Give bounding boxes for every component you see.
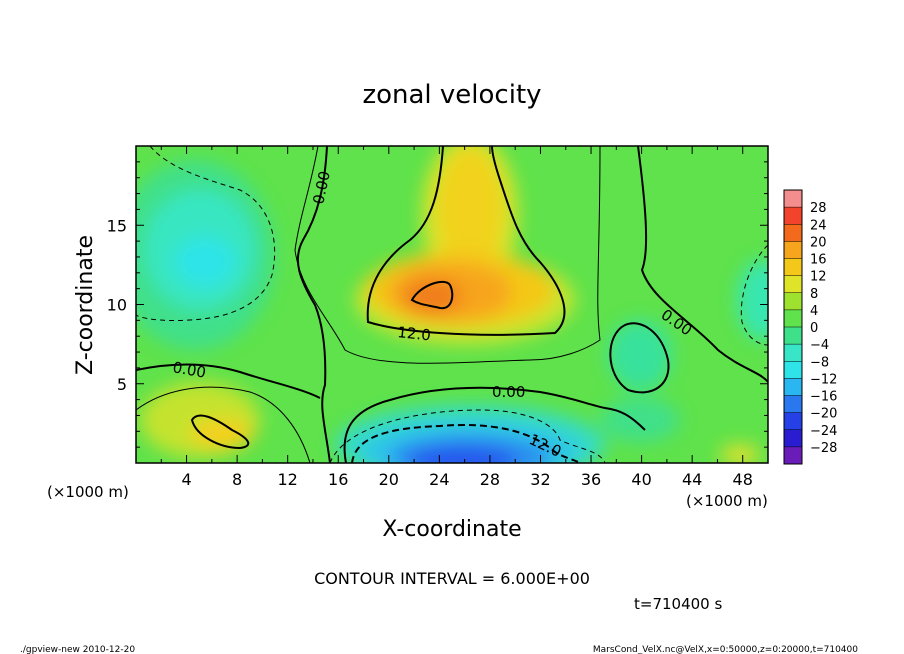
contour-lines bbox=[136, 146, 768, 463]
contour-label-zero-center: 0.00 bbox=[492, 383, 525, 401]
colorbar-swatch bbox=[784, 327, 802, 345]
colorbar-label: −24 bbox=[810, 424, 837, 439]
x-tick-label: 28 bbox=[480, 470, 500, 489]
x-tick-label: 16 bbox=[328, 470, 348, 489]
colorbar-swatch bbox=[784, 378, 802, 396]
contour-neg12 bbox=[351, 424, 581, 463]
colorbar-label: −16 bbox=[810, 390, 837, 405]
colorbar-swatch bbox=[784, 429, 802, 448]
colorbar-label: 16 bbox=[810, 253, 827, 268]
colorbar-labels: 28 24 20 16 12 8 4 0 −4 −8 −12 −16 −20 −24 −28 bbox=[810, 201, 837, 456]
x-tick-label: 24 bbox=[429, 470, 449, 489]
x-unit-left: (×1000 m) bbox=[47, 483, 129, 501]
x-tick-label: 48 bbox=[733, 470, 753, 489]
x-tick-label: 40 bbox=[631, 470, 651, 489]
contour-12-lower-left bbox=[190, 414, 250, 450]
x-unit-right: (×1000 m) bbox=[686, 492, 768, 510]
colorbar-label: −20 bbox=[810, 407, 837, 422]
colorbar-swatch bbox=[784, 309, 802, 328]
contour-6-b bbox=[136, 386, 311, 463]
x-tick-label: 12 bbox=[278, 470, 298, 489]
colorbar-label: −28 bbox=[810, 441, 837, 456]
contour-label-12-plume: 12.0 bbox=[397, 323, 432, 344]
chart-title: zonal velocity bbox=[362, 80, 541, 110]
colorbar-swatch bbox=[784, 258, 802, 276]
colorbar-label: 8 bbox=[810, 287, 818, 302]
x-axis-title: X-coordinate bbox=[382, 517, 521, 542]
colorbar-label: 24 bbox=[810, 218, 827, 233]
colorbar-swatch bbox=[784, 241, 802, 259]
colorbar-swatch bbox=[784, 446, 802, 465]
colorbar-swatch bbox=[784, 344, 802, 362]
contour-18-core bbox=[410, 280, 454, 310]
footer-right: MarsCond_VelX.nc@VelX,x=0:50000,z=0:2000… bbox=[593, 645, 858, 654]
y-tick-label: 5 bbox=[117, 375, 127, 394]
y-tick-label: 10 bbox=[107, 296, 127, 315]
x-axis-tick-labels: 4 8 12 16 20 24 28 32 36 40 44 48 bbox=[181, 470, 752, 489]
colorbar-swatch bbox=[784, 395, 802, 413]
colorbar-swatch bbox=[784, 292, 802, 311]
x-tick-label: 36 bbox=[581, 470, 601, 489]
heatmap-field bbox=[136, 146, 768, 463]
colorbar-swatch bbox=[784, 412, 802, 431]
y-tick-label: 15 bbox=[107, 216, 127, 235]
x-tick-label: 20 bbox=[379, 470, 399, 489]
colorbar-swatch bbox=[784, 275, 802, 294]
colorbar-swatch bbox=[784, 361, 802, 379]
contour-6-a bbox=[294, 146, 601, 364]
contour-neg6-left bbox=[136, 146, 276, 321]
colorbar-swatch bbox=[784, 190, 802, 208]
zero-contour-center bbox=[343, 386, 646, 463]
contour-interval-text: CONTOUR INTERVAL = 6.000E+00 bbox=[314, 569, 590, 588]
x-tick-label: 44 bbox=[682, 470, 702, 489]
contour-label-zero-left: 0.00 bbox=[171, 358, 207, 382]
y-axis-ticks bbox=[136, 161, 768, 448]
contour-neg6-right bbox=[740, 244, 768, 346]
contour-neg6-bottom bbox=[329, 409, 606, 463]
colorbar-label: −8 bbox=[810, 355, 829, 370]
colorbar-swatch bbox=[784, 207, 802, 225]
colorbar-label: 28 bbox=[810, 201, 827, 216]
colorbar-label: 12 bbox=[810, 270, 827, 285]
zero-contour-right-blob bbox=[609, 322, 670, 394]
zero-contour-right bbox=[637, 146, 768, 383]
x-tick-label: 4 bbox=[181, 470, 191, 489]
zero-contour-left bbox=[296, 146, 331, 463]
colorbar-label: 4 bbox=[810, 304, 818, 319]
colorbar-label: −12 bbox=[810, 372, 837, 387]
x-axis-ticks bbox=[160, 146, 744, 463]
y-axis-title: Z-coordinate bbox=[73, 235, 98, 375]
time-label: t=710400 s bbox=[634, 595, 722, 613]
contour-12-plume bbox=[366, 146, 566, 336]
y-axis-tick-labels: 5 10 15 bbox=[107, 216, 127, 394]
colorbar-label: −4 bbox=[810, 338, 829, 353]
x-tick-label: 32 bbox=[530, 470, 550, 489]
colorbar-swatch bbox=[784, 224, 802, 242]
footer-left: ./gpview-new 2010-12-20 bbox=[20, 645, 135, 654]
x-tick-label: 8 bbox=[232, 470, 242, 489]
colorbar bbox=[783, 189, 803, 465]
colorbar-label: 0 bbox=[810, 321, 818, 336]
colorbar-label: 20 bbox=[810, 235, 827, 250]
zero-contour-lower-left bbox=[136, 363, 321, 399]
